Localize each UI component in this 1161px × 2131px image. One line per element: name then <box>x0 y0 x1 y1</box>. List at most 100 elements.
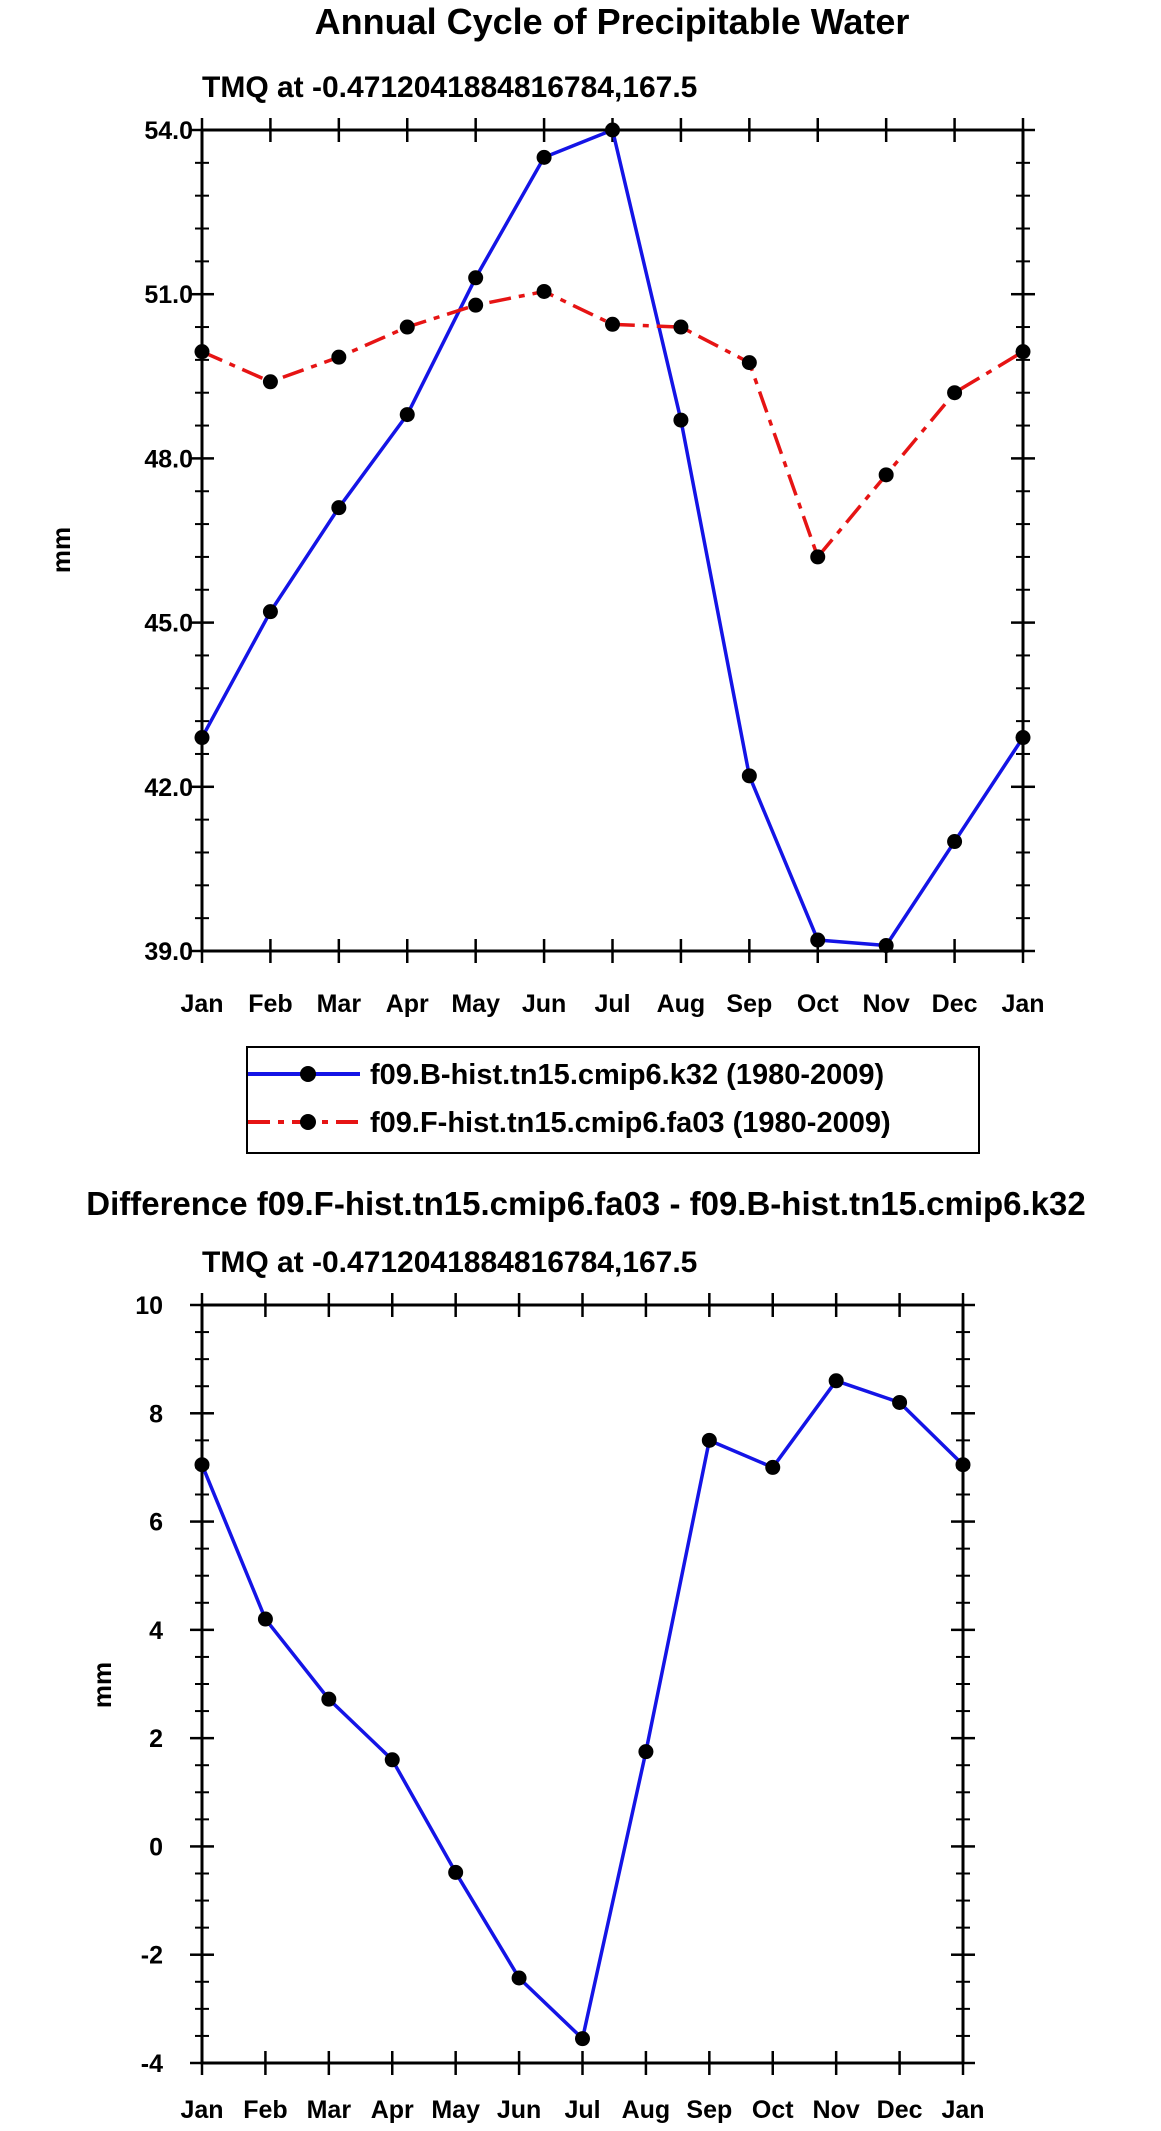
x-tick-label: Feb <box>243 2096 287 2124</box>
data-point <box>605 316 620 332</box>
data-point <box>331 349 347 365</box>
data-point <box>828 1373 844 1389</box>
y-tick-label: 42.0 <box>144 774 193 802</box>
x-tick-label: Sep <box>726 990 772 1018</box>
legend-swatch-b-hist <box>248 1066 360 1082</box>
x-tick-label: Jan <box>180 990 223 1018</box>
legend-swatch-f-hist <box>248 1114 360 1130</box>
chart-subtitle: TMQ at -0.4712041884816784,167.5 <box>202 71 697 104</box>
data-point <box>194 1457 210 1473</box>
series-line <box>200 128 1025 948</box>
x-tick-label: Jun <box>522 990 566 1018</box>
data-point <box>892 1394 908 1410</box>
series-line <box>200 1379 965 2041</box>
y-tick-label: -2 <box>141 1942 163 1970</box>
x-tick-label: Oct <box>752 2096 794 2124</box>
x-tick-label: Oct <box>797 990 839 1018</box>
x-tick-label: Jan <box>941 2096 984 2124</box>
x-tick-label: Sep <box>686 2096 732 2124</box>
x-tick-label: Jan <box>180 2096 223 2124</box>
data-point <box>810 932 826 948</box>
data-point <box>638 1744 654 1760</box>
y-tick-label: -4 <box>141 2050 163 2078</box>
x-tick-label: Dec <box>877 2096 923 2124</box>
data-point <box>384 1752 400 1768</box>
data-point <box>1015 344 1031 360</box>
data-point <box>536 283 552 299</box>
y-tick-label: 39.0 <box>144 938 193 966</box>
data-point <box>878 938 894 954</box>
x-tick-label: Aug <box>657 990 706 1018</box>
data-point <box>810 549 826 565</box>
data-point <box>765 1459 781 1475</box>
data-point <box>194 344 210 360</box>
y-tick-label: 0 <box>149 1833 163 1861</box>
difference-y-axis-label: mm <box>87 1662 117 1708</box>
difference-chart-title: Difference f09.F-hist.tn15.cmip6.fa03 - … <box>86 1185 1086 1222</box>
chart-panel-annual-cycle: Annual Cycle of Precipitable Water TMQ a… <box>46 1 1045 1018</box>
y-tick-label: 51.0 <box>144 281 193 309</box>
x-tick-label: Mar <box>317 990 362 1018</box>
y-tick-label: 10 <box>135 1292 163 1320</box>
data-point <box>262 604 278 620</box>
difference-plot-area: Jan Feb Mar Apr May Jun Jul Aug Sep Oct Nov Dec Jan-… <box>135 1292 984 2124</box>
y-tick-label: 2 <box>149 1725 163 1753</box>
data-point <box>321 1691 337 1707</box>
data-point <box>1015 730 1031 746</box>
data-point <box>947 834 963 850</box>
x-tick-label: Jun <box>497 2096 541 2124</box>
x-tick-label: Apr <box>371 2096 414 2124</box>
x-tick-label: Feb <box>248 990 292 1018</box>
y-tick-label: 48.0 <box>144 445 193 473</box>
chart-title: Annual Cycle of Precipitable Water <box>315 1 910 42</box>
data-point <box>741 768 757 784</box>
data-point <box>536 149 552 165</box>
y-axis-label: mm <box>46 527 76 573</box>
legend-entry-f-hist: f09.F-hist.tn15.cmip6.fa03 (1980-2009) <box>248 1100 978 1146</box>
data-point <box>673 319 689 335</box>
data-point <box>257 1611 273 1627</box>
data-point <box>605 122 620 138</box>
x-tick-label: Jul <box>564 2096 600 2124</box>
legend-label-b-hist: f09.B-hist.tn15.cmip6.k32 (1980-2009) <box>370 1059 885 1091</box>
data-point <box>575 2031 590 2047</box>
x-tick-label: Apr <box>386 990 429 1018</box>
data-point <box>701 1432 717 1448</box>
data-point <box>741 355 757 371</box>
data-point <box>331 500 347 516</box>
data-point <box>955 1457 971 1473</box>
legend-entry-b-hist: f09.B-hist.tn15.cmip6.k32 (1980-2009) <box>248 1052 978 1098</box>
y-tick-label: 6 <box>149 1509 163 1537</box>
y-tick-label: 4 <box>149 1617 163 1645</box>
chart-panel-difference: Difference f09.F-hist.tn15.cmip6.fa03 - … <box>86 1185 1086 2124</box>
data-point <box>194 730 210 746</box>
plot-area: Jan Feb Mar Apr May Jun Jul Aug Sep Oct Nov Dec Jan 3… <box>144 117 1044 1018</box>
x-tick-label: May <box>431 2096 480 2124</box>
difference-chart-subtitle: TMQ at -0.4712041884816784,167.5 <box>202 1246 697 1279</box>
plot-frame <box>200 128 1025 953</box>
x-tick-label: May <box>451 990 500 1018</box>
x-tick-label: Aug <box>622 2096 671 2124</box>
legend: f09.B-hist.tn15.cmip6.k32 (1980-2009) f0… <box>246 1046 980 1154</box>
legend-label-f-hist: f09.F-hist.tn15.cmip6.fa03 (1980-2009) <box>370 1107 891 1139</box>
x-tick-label: Mar <box>307 2096 352 2124</box>
x-tick-label: Jul <box>594 990 630 1018</box>
data-point <box>878 467 894 483</box>
data-point <box>468 270 484 286</box>
data-point <box>947 385 963 401</box>
y-tick-label: 45.0 <box>144 610 193 638</box>
data-point <box>673 412 689 428</box>
y-tick-label: 8 <box>149 1400 163 1428</box>
data-point <box>262 374 278 390</box>
data-point <box>399 407 415 423</box>
x-tick-label: Dec <box>932 990 978 1018</box>
data-point <box>511 1970 527 1986</box>
x-tick-label: Nov <box>863 990 910 1018</box>
data-point <box>468 297 484 313</box>
y-tick-label: 54.0 <box>144 117 193 145</box>
x-tick-label: Jan <box>1001 990 1044 1018</box>
data-point <box>448 1864 464 1880</box>
x-tick-label: Nov <box>813 2096 860 2124</box>
data-point <box>399 319 415 335</box>
